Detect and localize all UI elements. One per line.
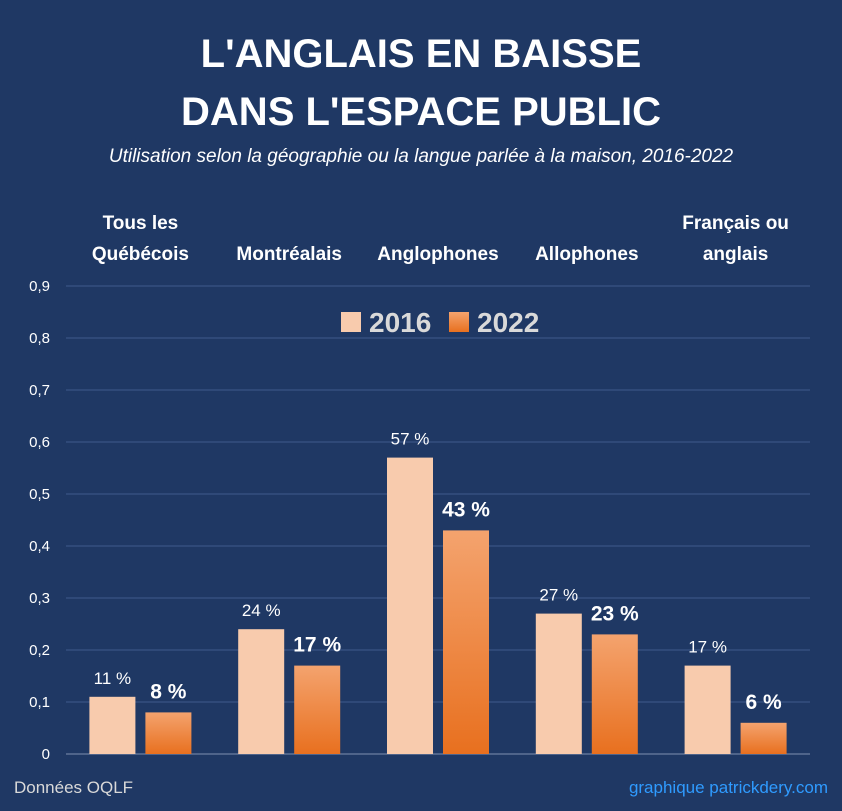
bar-2016 (535, 613, 582, 754)
gridlines (66, 285, 810, 755)
credit-link[interactable]: graphique patrickdery.com (628, 778, 828, 797)
y-tick-label: 0,9 (29, 278, 50, 295)
source-note: Données OQLF (14, 778, 134, 797)
category-labels: Tous les Québécois Montréalais Anglophones A… (92, 213, 789, 265)
y-tick-label: 0 (42, 746, 50, 763)
data-label-2016: 11 % (94, 669, 132, 688)
legend: 2016 2022 (341, 307, 539, 338)
y-tick-label: 0,3 (29, 590, 50, 607)
legend-label-2022: 2022 (477, 307, 539, 338)
bar-2022 (145, 712, 192, 754)
category-label: Québécois (92, 244, 189, 265)
y-tick-label: 0,6 (29, 434, 50, 451)
data-label-2016: 24 % (242, 601, 281, 620)
category-label: anglais (703, 244, 768, 265)
bar-2016 (684, 665, 731, 754)
data-labels: 11 % 8 % 24 % 17 % 57 % 43 % 27 % 23 % 17 % 6 % (94, 430, 782, 714)
y-tick-label: 0,5 (29, 486, 50, 503)
data-label-2022: 8 % (150, 680, 187, 703)
y-tick-label: 0,4 (29, 538, 50, 555)
chart-title-line-1: L'ANGLAIS EN BAISSE (200, 32, 642, 76)
y-tick-label: 0,7 (29, 382, 50, 399)
bar-2016 (89, 696, 136, 754)
data-label-2016: 57 % (391, 430, 430, 449)
bars (89, 457, 787, 754)
data-label-2016: 17 % (688, 638, 727, 657)
data-label-2022: 6 % (746, 691, 783, 714)
bar-2022 (591, 634, 638, 754)
data-label-2022: 43 % (442, 498, 490, 521)
category-label: Tous les (103, 213, 179, 234)
category-label: Allophones (535, 244, 638, 265)
y-tick-label: 0,8 (29, 330, 50, 347)
data-label-2022: 17 % (293, 634, 341, 657)
bar-2022 (740, 722, 787, 754)
category-label: Anglophones (377, 244, 498, 265)
legend-swatch-2016 (341, 312, 361, 332)
bar-2022 (294, 665, 341, 754)
chart-title-line-2: DANS L'ESPACE PUBLIC (181, 90, 661, 134)
legend-swatch-2022 (449, 312, 469, 332)
bar-2016 (387, 457, 433, 754)
bar-2016 (238, 629, 285, 754)
y-tick-label: 0,1 (29, 694, 50, 711)
y-tick-label: 0,2 (29, 642, 50, 659)
category-label: Français ou (682, 213, 789, 234)
y-axis-ticks: 0 0,1 0,2 0,3 0,4 0,5 0,6 0,7 0,8 0,9 (29, 278, 50, 763)
data-label-2022: 23 % (591, 602, 639, 625)
category-label: Montréalais (236, 244, 342, 265)
bar-2022 (443, 530, 489, 754)
data-label-2016: 27 % (539, 586, 578, 605)
legend-label-2016: 2016 (369, 307, 431, 338)
chart-subtitle: Utilisation selon la géographie ou la la… (108, 146, 734, 167)
